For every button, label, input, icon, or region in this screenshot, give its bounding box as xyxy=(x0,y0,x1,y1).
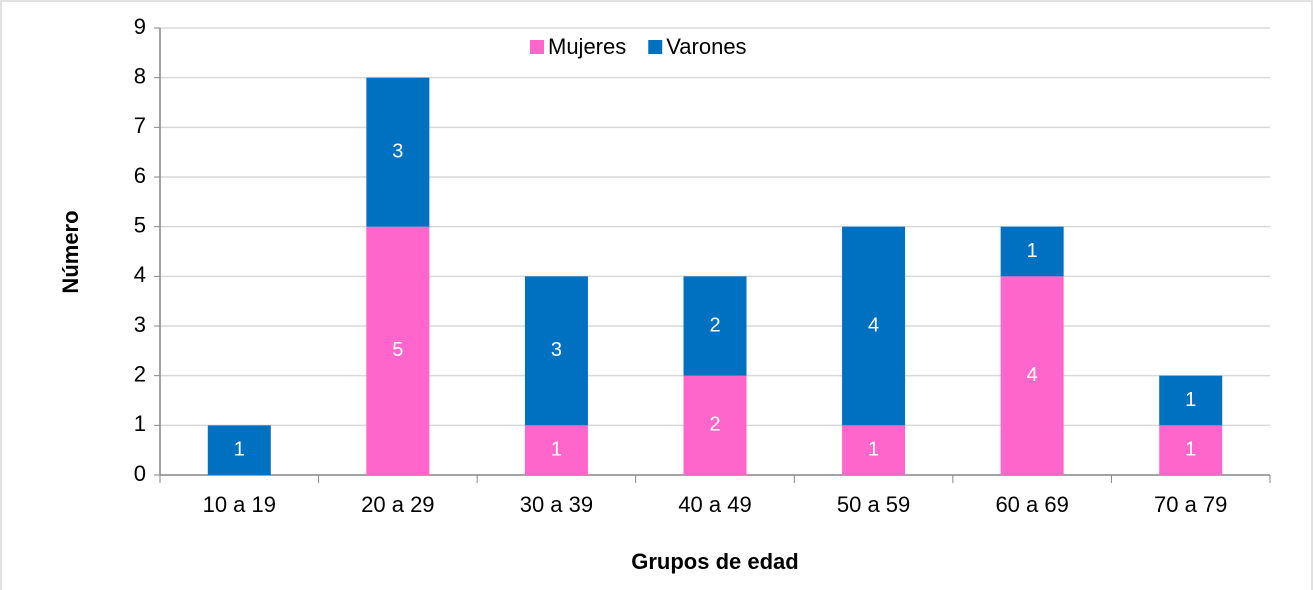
x-axis-title: Grupos de edad xyxy=(631,549,798,574)
x-tick-label: 20 a 29 xyxy=(361,492,434,517)
x-tick-label: 30 a 39 xyxy=(520,492,593,517)
data-label: 1 xyxy=(551,438,562,460)
bar-segment xyxy=(1000,226,1064,277)
x-tick-label: 40 a 49 xyxy=(678,492,751,517)
y-tick-label: 8 xyxy=(134,63,146,88)
y-tick-label: 1 xyxy=(134,411,146,436)
y-tick-label: 7 xyxy=(134,113,146,138)
bar-segment xyxy=(524,276,588,426)
data-label: 4 xyxy=(868,314,879,336)
y-tick-label: 9 xyxy=(134,14,146,39)
bar-segment xyxy=(366,226,430,475)
data-label: 1 xyxy=(1185,389,1196,411)
bar-segment xyxy=(1000,276,1064,475)
x-tick-label: 10 a 19 xyxy=(203,492,276,517)
data-label: 1 xyxy=(234,438,245,460)
y-axis-title: Número xyxy=(58,210,83,293)
x-tick-label: 60 a 69 xyxy=(995,492,1068,517)
y-tick-label: 5 xyxy=(134,212,146,237)
y-tick-label: 0 xyxy=(134,461,146,486)
y-tick-label: 2 xyxy=(134,361,146,386)
bar-segment xyxy=(683,375,747,475)
bar-segment xyxy=(842,226,906,426)
legend-swatch xyxy=(648,40,663,54)
bar-segment xyxy=(1159,375,1223,426)
x-tick-label: 70 a 79 xyxy=(1154,492,1227,517)
data-label: 2 xyxy=(709,414,720,436)
y-tick-label: 3 xyxy=(134,312,146,337)
bar-segment xyxy=(207,425,271,475)
legend-swatch xyxy=(530,40,544,54)
y-tick-label: 4 xyxy=(134,262,146,287)
legend-label: Mujeres xyxy=(548,34,626,59)
data-label: 5 xyxy=(392,339,403,361)
y-tick-label: 6 xyxy=(134,163,146,188)
data-label: 3 xyxy=(392,140,403,162)
data-label: 1 xyxy=(868,438,879,460)
data-label: 2 xyxy=(709,314,720,336)
data-label: 1 xyxy=(1027,240,1038,262)
bar-segment xyxy=(366,77,430,227)
data-label: 1 xyxy=(1185,438,1196,460)
data-label: 3 xyxy=(551,339,562,361)
bar-segment xyxy=(842,425,906,475)
data-label: 4 xyxy=(1027,364,1038,386)
legend-label: Varones xyxy=(666,34,746,59)
bar-segment xyxy=(683,276,747,376)
bar-segment xyxy=(1159,425,1223,475)
x-tick-label: 50 a 59 xyxy=(837,492,910,517)
bar-segment xyxy=(524,425,588,475)
